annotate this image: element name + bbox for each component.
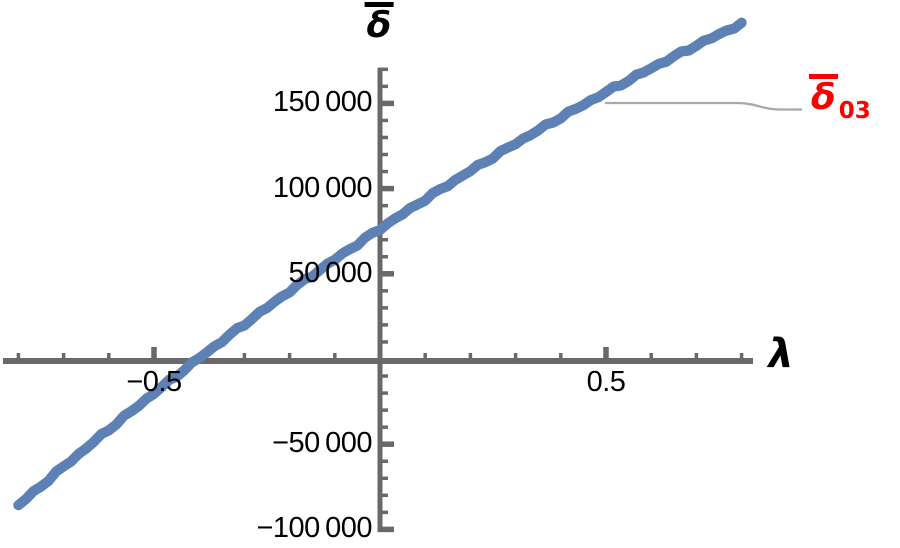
x-tick-label: 0.5: [586, 366, 626, 398]
y-tick-label: 150 000: [272, 86, 373, 119]
delta-bar-symbol: δ: [364, 2, 394, 44]
curve-label-subscript: 03: [838, 98, 871, 124]
y-tick-label: −100 000: [256, 512, 372, 545]
x-axis-title: λ: [768, 331, 794, 377]
data-curve: [13, 17, 747, 511]
y-tick-label: −50 000: [272, 427, 372, 460]
curve-callout-label: δ 03: [809, 74, 871, 123]
curve-label-base-symbol: δ: [809, 74, 838, 116]
y-axis-title: δ: [364, 2, 394, 44]
y-tick-label: 50 000: [288, 256, 373, 289]
y-tick-label: 100 000: [272, 171, 373, 204]
x-tick-label: −0.5: [126, 366, 182, 398]
callout-line: [605, 101, 802, 111]
